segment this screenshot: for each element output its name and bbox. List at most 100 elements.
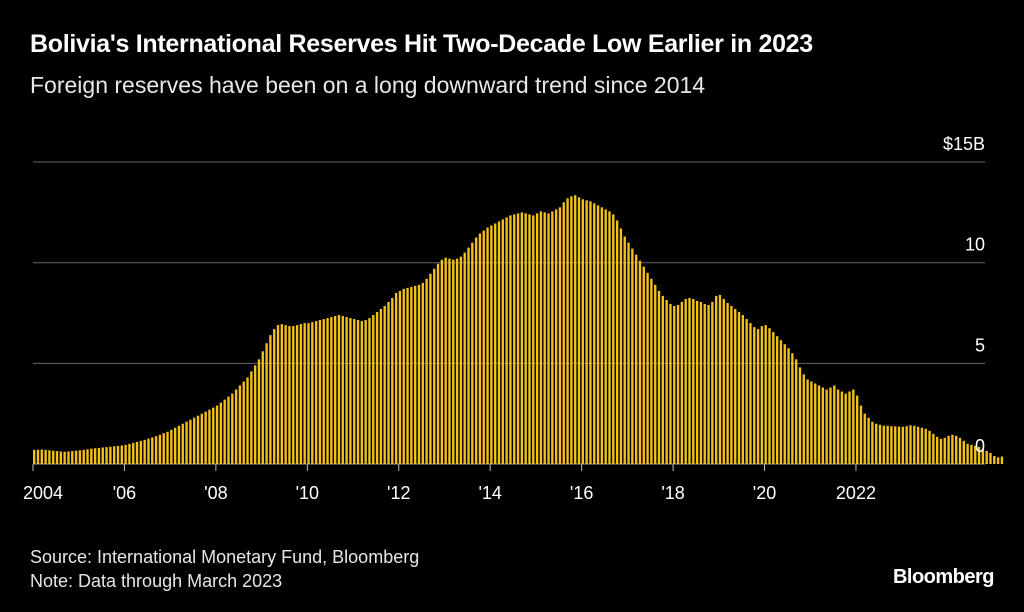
- bar: [951, 434, 954, 464]
- bar: [292, 326, 295, 464]
- x-tick-label: '08: [204, 483, 227, 503]
- bar: [170, 429, 173, 464]
- bar: [353, 319, 356, 464]
- x-tick-label: '06: [113, 483, 136, 503]
- bar: [398, 290, 402, 464]
- bar: [836, 389, 840, 464]
- bar: [440, 259, 444, 464]
- bar: [707, 304, 710, 464]
- bar: [878, 424, 882, 464]
- bar: [939, 438, 943, 464]
- bar: [539, 211, 543, 464]
- bar: [753, 327, 756, 464]
- bar: [166, 431, 169, 464]
- bar: [337, 315, 341, 464]
- bar: [436, 263, 440, 464]
- bar: [734, 309, 737, 464]
- bar: [844, 393, 847, 464]
- bar: [749, 323, 752, 464]
- bar: [817, 385, 821, 464]
- bar: [528, 214, 531, 464]
- bar: [474, 237, 478, 464]
- bar: [962, 440, 965, 464]
- bar: [322, 319, 325, 464]
- bar: [345, 317, 348, 464]
- bar: [570, 196, 573, 464]
- bar: [562, 202, 565, 464]
- bar: [642, 266, 645, 464]
- bar: [269, 335, 272, 464]
- bar: [935, 436, 939, 464]
- bar: [928, 430, 931, 464]
- bar: [741, 315, 745, 464]
- bar: [524, 213, 527, 464]
- bar: [501, 219, 504, 464]
- bar: [760, 326, 764, 464]
- bar: [871, 421, 874, 464]
- bar: [966, 443, 969, 464]
- bar: [147, 438, 150, 464]
- bar-series: [33, 195, 1004, 465]
- y-tick-label: $15B: [943, 134, 985, 154]
- bar: [958, 437, 962, 464]
- bar: [67, 451, 70, 464]
- bar: [825, 389, 828, 464]
- bar: [798, 367, 802, 464]
- x-tick-label: 2004: [23, 483, 63, 503]
- bar: [82, 449, 85, 464]
- bar: [695, 300, 699, 464]
- bar: [943, 437, 946, 464]
- bar: [920, 427, 924, 464]
- bar: [764, 325, 767, 464]
- bar: [215, 405, 219, 464]
- bar: [105, 447, 108, 464]
- bar: [772, 332, 775, 464]
- bar: [208, 409, 211, 464]
- bar: [463, 252, 466, 464]
- x-tick-label: '14: [478, 483, 501, 503]
- bar: [383, 305, 386, 464]
- bar: [113, 446, 116, 464]
- bar: [86, 449, 89, 464]
- bar: [901, 426, 905, 464]
- bar: [223, 399, 226, 464]
- bar: [132, 442, 135, 464]
- bar: [657, 290, 661, 464]
- bar: [532, 215, 535, 464]
- bar: [985, 450, 988, 464]
- bar: [44, 449, 47, 464]
- bar: [63, 451, 66, 464]
- bar: [204, 411, 207, 464]
- x-tick-label: '18: [661, 483, 684, 503]
- bar: [326, 318, 329, 464]
- bar: [33, 449, 36, 464]
- source-note: Source: International Monetary Fund, Blo…: [30, 547, 420, 567]
- bar: [909, 425, 912, 464]
- bar: [486, 227, 489, 464]
- bar: [756, 329, 760, 464]
- bar: [307, 323, 310, 464]
- bar: [821, 387, 825, 464]
- bar: [714, 295, 718, 464]
- bar: [791, 353, 794, 464]
- bar: [128, 443, 131, 464]
- bar: [661, 295, 665, 464]
- chart-title: Bolivia's International Reserves Hit Two…: [30, 30, 813, 58]
- bar: [238, 385, 242, 464]
- x-tick-label: 2022: [836, 483, 876, 503]
- bar: [970, 444, 973, 464]
- bar: [162, 433, 165, 464]
- bar: [189, 419, 192, 464]
- bar: [261, 351, 264, 464]
- bar: [429, 273, 432, 464]
- bar: [257, 359, 261, 464]
- bar: [619, 228, 623, 464]
- bar: [280, 324, 284, 464]
- bar: [455, 258, 459, 464]
- bar: [242, 381, 245, 464]
- bar: [897, 426, 901, 464]
- y-tick-label: 10: [965, 235, 985, 255]
- bar: [673, 305, 676, 464]
- chart-footer: Source: International Monetary Fund, Blo…: [30, 545, 419, 593]
